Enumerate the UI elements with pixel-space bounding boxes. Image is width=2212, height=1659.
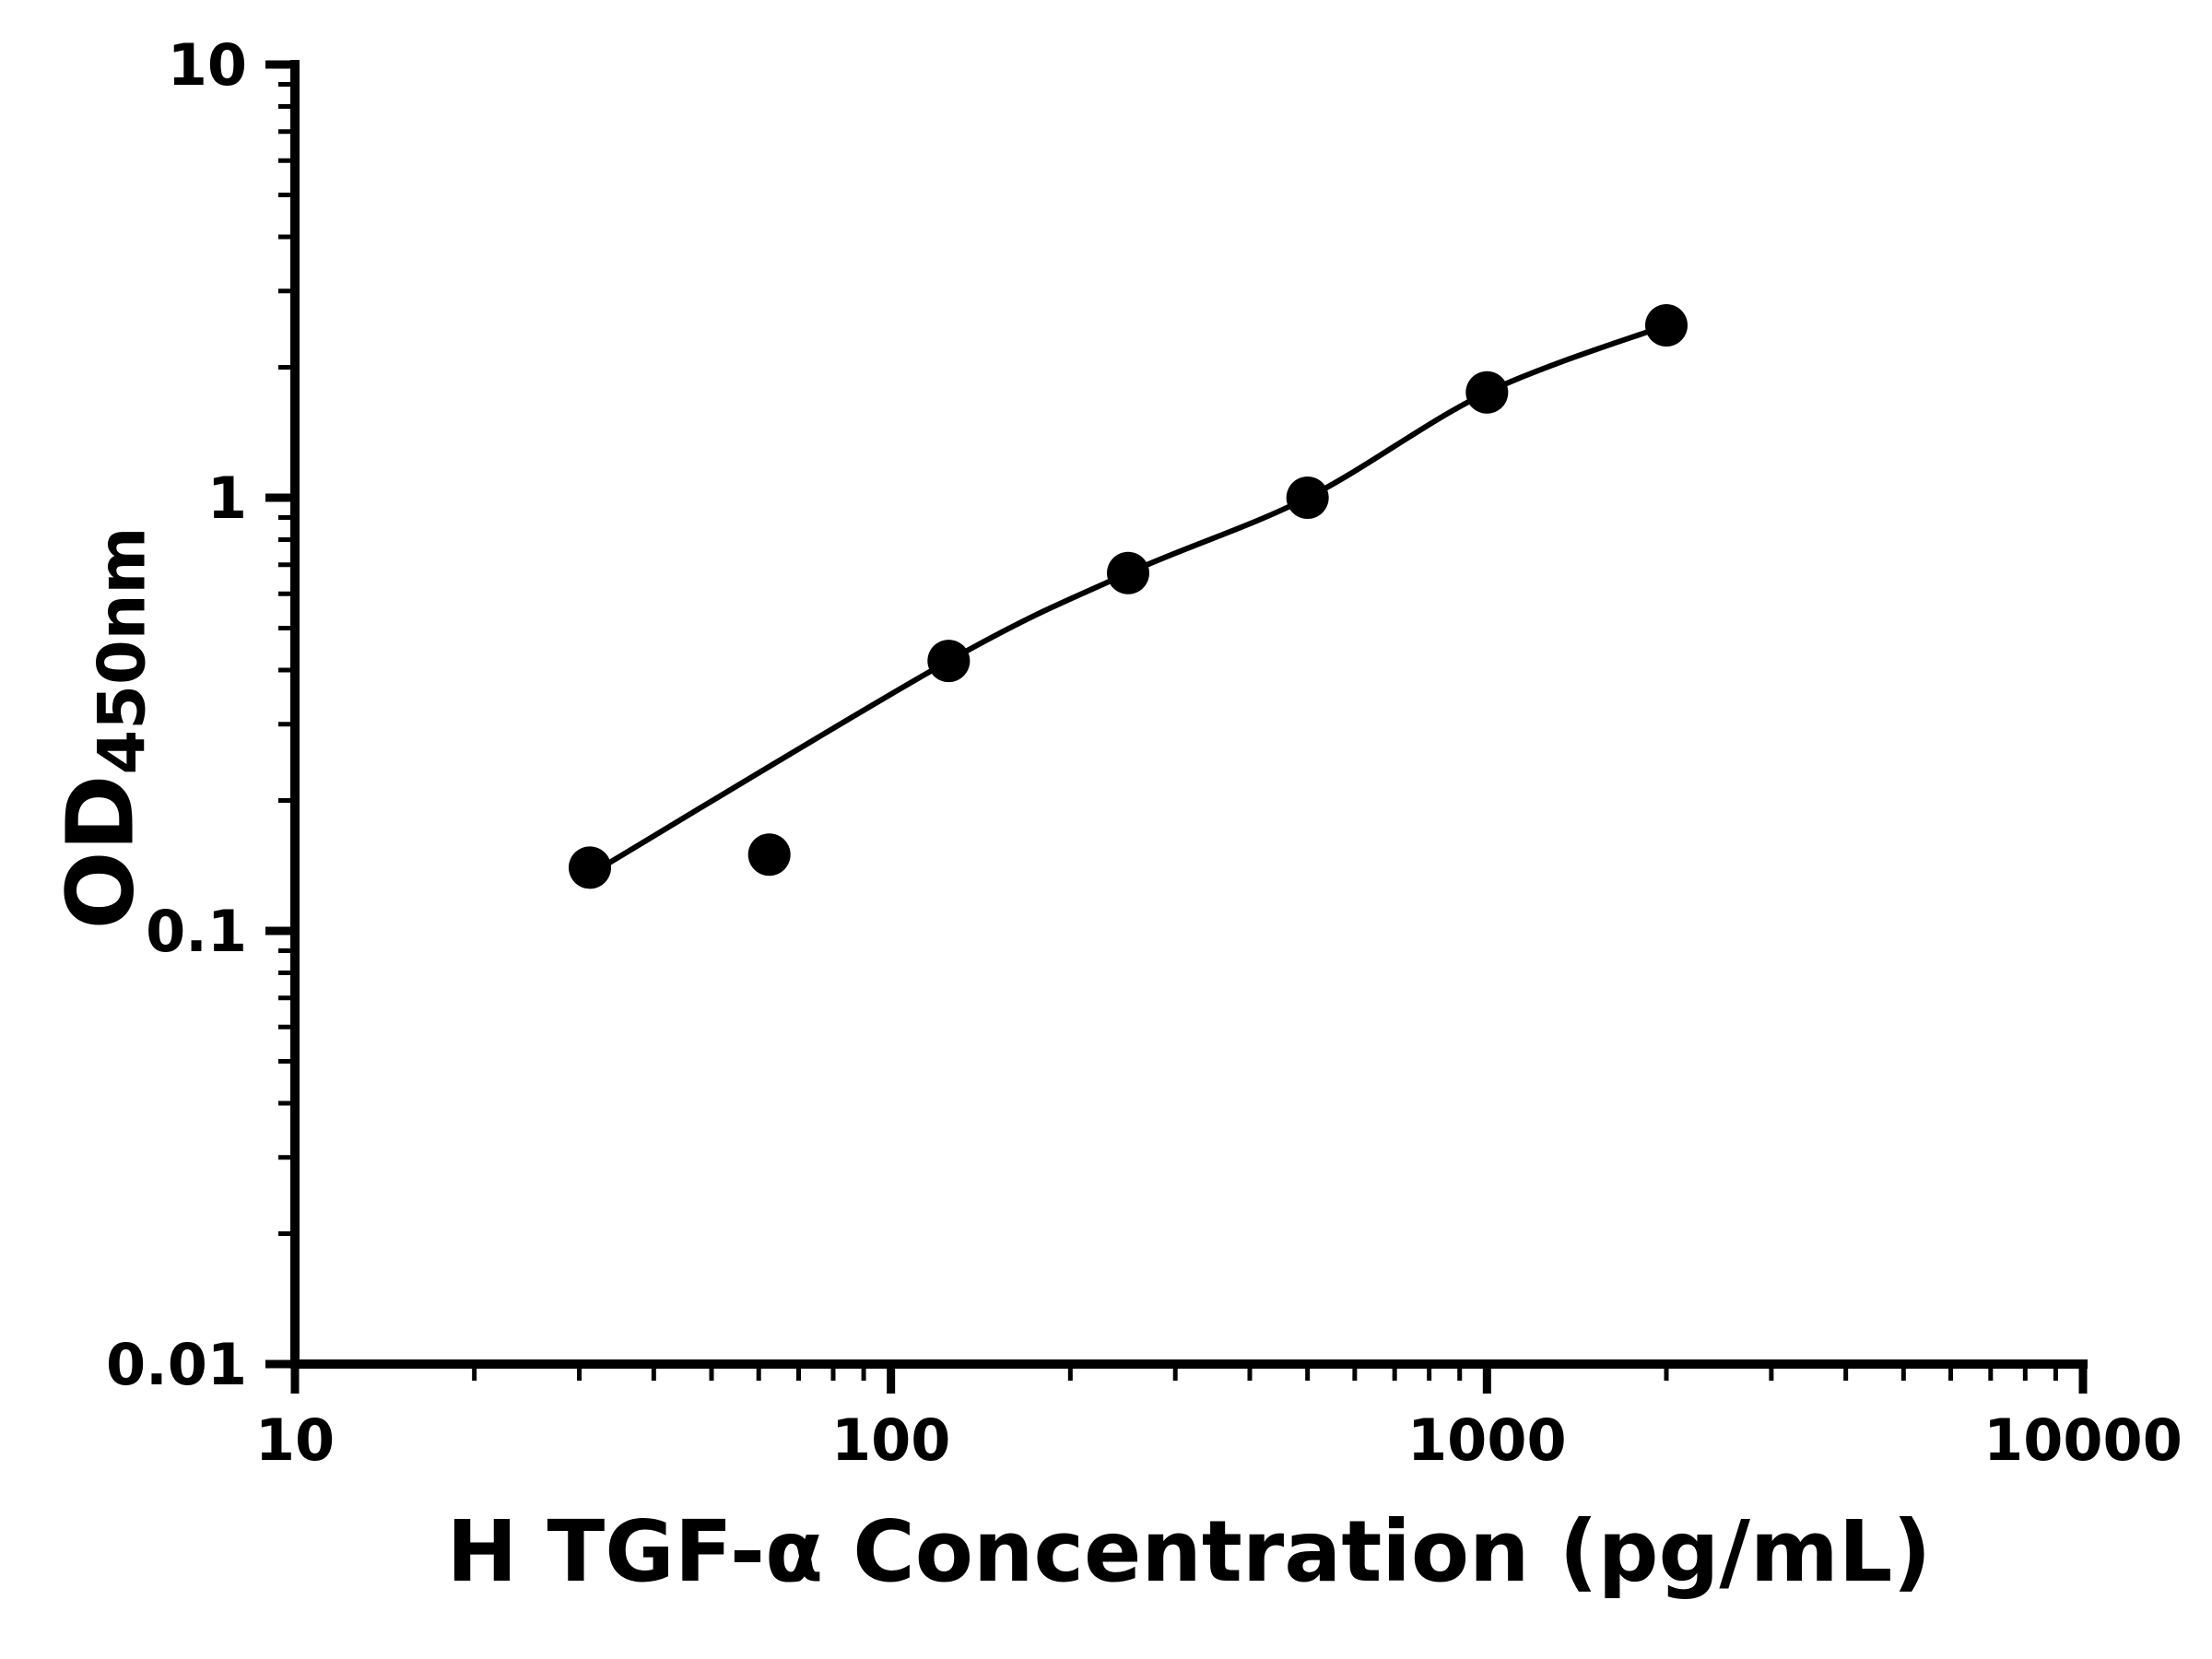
y-axis-title: OD450nm [47,527,160,930]
data-point-marker [927,640,971,683]
data-point-marker [1465,371,1509,414]
fitted-curve-line [588,323,1668,877]
y-tick-label: 1 [207,465,247,532]
data-point-marker [1107,551,1150,594]
x-tick-label: 100 [831,1406,950,1474]
x-tick-label: 1000 [1407,1406,1567,1474]
x-tick-label: 10 [255,1406,335,1474]
y-axis-title-subscript: 450nm [84,526,160,775]
x-axis-title: H TGF-α Concentration (pg/mL) [446,1502,1932,1601]
y-tick-label: 0.1 [146,898,247,965]
data-point-marker [747,833,791,877]
data-point-marker [569,846,612,889]
x-tick-label: 10000 [1983,1406,2183,1474]
data-point-marker [1286,477,1329,519]
y-tick-label: 0.01 [106,1331,247,1398]
y-tick-label: 10 [168,31,247,99]
data-point-marker [1644,303,1688,347]
y-axis-title-main: OD [46,774,155,930]
